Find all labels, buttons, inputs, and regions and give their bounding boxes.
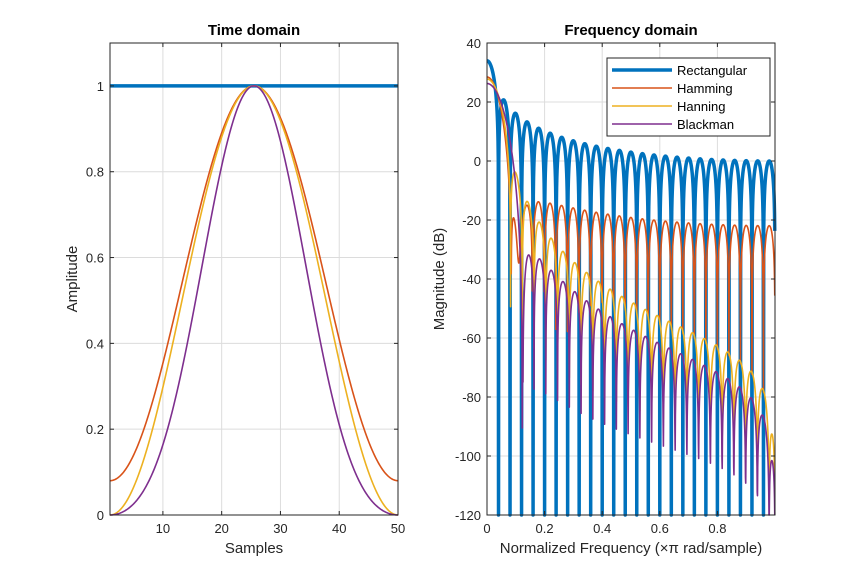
freq-ytick-label: 20 [467,95,481,110]
freq-line-blackman [486,82,776,516]
legend-label-rectangular: Rectangular [677,63,748,78]
freq-ytick-label: -60 [462,331,481,346]
time-ylabel: Amplitude [64,246,81,313]
freq-xtick-label: 0.2 [536,521,554,536]
frequency-title: Frequency domain [564,22,697,39]
freq-line-hamming [486,76,776,394]
time-grid [110,43,399,516]
time-ytick-label: 0 [97,508,104,523]
time-ytick-label: 1 [97,79,104,94]
freq-xtick-label: 0.6 [651,521,669,536]
freq-xtick-label: 0 [483,521,490,536]
freq-line-hanning [486,78,776,498]
time-ytick-label: 0.6 [86,251,104,266]
time-axes-frame [109,42,399,516]
freq-ytick-label: 0 [474,154,481,169]
frequency-series-lines [485,59,777,517]
frequency-xlabel: Normalized Frequency (×π rad/sample) [500,540,763,557]
freq-ytick-label: -20 [462,213,481,228]
freq-ytick-label: -80 [462,390,481,405]
freq-line-rectangular [485,59,777,517]
freq-xtick-label: 0.8 [708,521,726,536]
freq-ytick-label: 40 [467,36,481,51]
legend: Rectangular Hamming Hanning Blackman [606,57,771,137]
time-domain-axes: 10 20 30 40 50 0 0.2 0.4 0.6 0.8 1 Time domain Sam… [64,22,405,557]
frequency-domain-axes: 0 0.2 0.4 0.6 0.8 -120 -100 -80 -60 -40 -20 0 20 40 F… [431,22,777,557]
freq-ytick-label: -100 [455,449,481,464]
legend-label-hanning: Hanning [677,99,725,114]
time-ytick-label: 0.8 [86,165,104,180]
time-xlabel: Samples [225,540,283,557]
time-xtick-label: 10 [156,521,170,536]
freq-ytick-label: -40 [462,272,481,287]
time-ticks: 10 20 30 40 50 0 0.2 0.4 0.6 0.8 1 [86,43,405,536]
time-ytick-label: 0.2 [86,422,104,437]
time-line-hamming [109,85,399,482]
time-xtick-label: 30 [273,521,287,536]
time-line-blackman [109,85,399,516]
time-line-hanning [109,85,399,516]
freq-xtick-label: 0.4 [593,521,611,536]
legend-label-blackman: Blackman [677,117,734,132]
time-series-lines [109,84,399,516]
time-xtick-label: 40 [332,521,346,536]
freq-ytick-label: -120 [455,508,481,523]
legend-label-hamming: Hamming [677,81,733,96]
frequency-ylabel: Magnitude (dB) [431,228,448,331]
frequency-ticks: 0 0.2 0.4 0.6 0.8 -120 -100 -80 -60 -40 -20 0 20 40 [455,36,775,536]
time-xtick-label: 50 [391,521,405,536]
time-ytick-label: 0.4 [86,336,104,351]
time-xtick-label: 20 [214,521,228,536]
time-title: Time domain [208,22,300,39]
